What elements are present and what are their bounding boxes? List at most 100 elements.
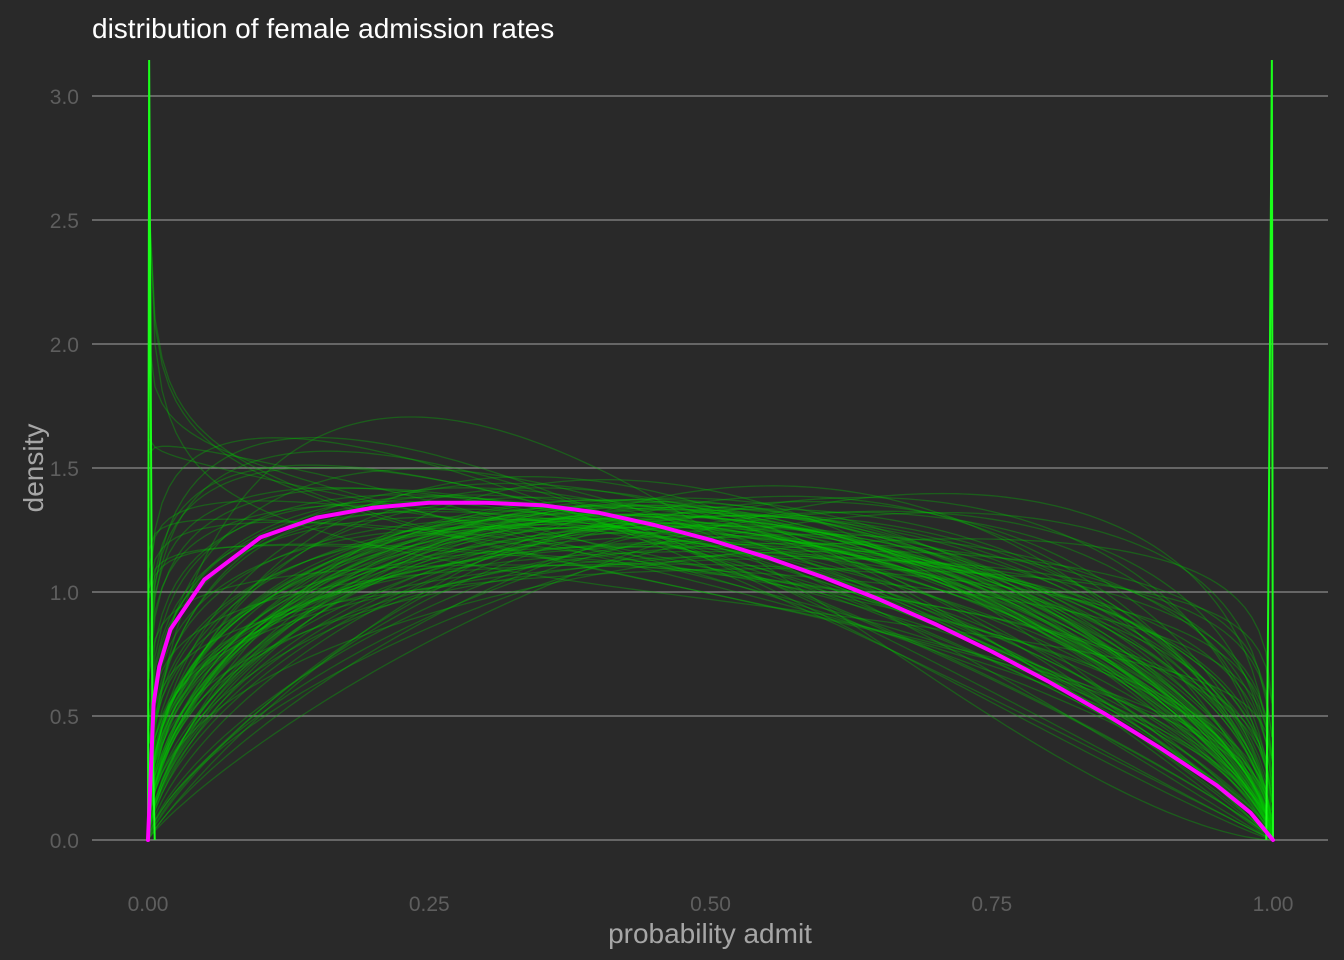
- posterior-draw-line: [148, 512, 1273, 830]
- posterior-draw-line: [148, 505, 1273, 836]
- posterior-draw-line: [148, 524, 1273, 821]
- posterior-draw-line: [148, 550, 1273, 799]
- posterior-draw-line: [148, 521, 1273, 821]
- posterior-draw-line: [148, 504, 1273, 835]
- chart-title: distribution of female admission rates: [92, 13, 554, 44]
- posterior-draw-line: [148, 513, 1273, 834]
- posterior-draw-line: [148, 510, 1273, 836]
- posterior-draw-line: [148, 445, 1273, 836]
- posterior-draw-line: [148, 495, 1273, 838]
- posterior-draw-line: [148, 504, 1273, 836]
- posterior-draw-line: [148, 487, 1273, 838]
- posterior-draw-line: [148, 512, 1273, 835]
- posterior-draw-line: [148, 517, 1273, 833]
- y-axis: 0.0 0.5 1.0 1.5 2.0 2.5 3.0: [50, 86, 79, 853]
- posterior-draw-line: [148, 506, 1273, 833]
- posterior-draw-line: [148, 544, 1273, 793]
- posterior-draw-line: [148, 542, 1273, 809]
- posterior-draw-line: [148, 555, 1273, 778]
- posterior-draw-line: [148, 542, 1273, 801]
- y-tick-label: 3.0: [50, 86, 79, 109]
- posterior-draw-line: [148, 526, 1273, 828]
- gridlines: [92, 95, 1328, 841]
- posterior-draw-line: [148, 504, 1273, 835]
- posterior-draw-line: [148, 545, 1273, 797]
- posterior-draw-line: [148, 524, 1273, 830]
- y-tick-label: 1.5: [50, 458, 79, 481]
- posterior-draw-line: [148, 508, 1273, 834]
- posterior-draw-line: [148, 522, 1273, 827]
- posterior-draw-line: [148, 482, 1273, 840]
- posterior-draw-line: [148, 522, 1273, 824]
- x-axis-title: probability admit: [608, 918, 812, 949]
- posterior-draw-line: [148, 499, 1273, 838]
- posterior-draw-line: [148, 522, 1273, 830]
- posterior-draw-line: [148, 518, 1273, 816]
- posterior-draw-line: [148, 517, 1273, 833]
- posterior-draw-line: [148, 416, 1272, 841]
- posterior-draw-line: [148, 532, 1273, 819]
- posterior-draw-line: [148, 487, 1273, 838]
- posterior-draw-line: [148, 550, 1273, 783]
- posterior-draw-line: [148, 526, 1273, 823]
- posterior-draw-line: [148, 526, 1273, 827]
- x-tick-label: 0.00: [128, 893, 169, 916]
- posterior-draw-line: [148, 514, 1273, 831]
- boundary-spike-left: [147, 59, 156, 841]
- posterior-draw-line: [148, 496, 1273, 838]
- mean-density-line: [146, 500, 1275, 842]
- posterior-draw-line: [148, 535, 1273, 812]
- posterior-draw-line: [148, 518, 1273, 831]
- posterior-draw-line: [148, 498, 1273, 837]
- posterior-draw-line: [148, 518, 1273, 832]
- posterior-draw-line: [148, 200, 1273, 820]
- posterior-draw-line: [148, 516, 1273, 830]
- posterior-draw-line: [148, 564, 1273, 762]
- boundary-spike-right: [1265, 59, 1274, 841]
- y-tick-label: 1.0: [50, 582, 79, 605]
- posterior-draw-line: [148, 514, 1273, 832]
- posterior-draw-line: [148, 546, 1273, 803]
- mean-layer: [146, 500, 1275, 842]
- posterior-draw-line: [148, 516, 1273, 833]
- posterior-draw-line: [148, 479, 1273, 840]
- posterior-draw-line: [148, 506, 1273, 836]
- posterior-draw-line: [148, 437, 1273, 841]
- posterior-draw-line: [148, 510, 1273, 835]
- y-tick-label: 0.0: [50, 830, 79, 853]
- posterior-draw-line: [148, 494, 1273, 838]
- posterior-draw-line: [148, 198, 1273, 760]
- posterior-draw-line: [148, 507, 1273, 835]
- posterior-draw-line: [148, 499, 1273, 837]
- x-tick-label: 0.25: [409, 893, 450, 916]
- y-tick-label: 0.5: [50, 706, 79, 729]
- posterior-draw-line: [148, 501, 1273, 836]
- posterior-draw-line: [148, 438, 1273, 831]
- x-axis: 0.00 0.25 0.50 0.75 1.00: [128, 893, 1294, 916]
- posterior-draw-line: [148, 466, 1273, 840]
- posterior-draw-line: [148, 209, 1273, 818]
- posterior-draw-line: [148, 500, 1273, 837]
- x-tick-label: 0.50: [690, 893, 731, 916]
- posterior-draw-line: [148, 450, 1273, 841]
- posterior-draw-line: [148, 538, 1273, 817]
- y-axis-title: density: [18, 424, 49, 513]
- posterior-draw-line: [148, 557, 1273, 777]
- posterior-draw-line: [148, 487, 1273, 840]
- posterior-draw-line: [148, 500, 1273, 837]
- x-tick-label: 1.00: [1253, 893, 1294, 916]
- posterior-draw-line: [148, 563, 1273, 757]
- posterior-draw-line: [148, 513, 1273, 833]
- posterior-draw-line: [148, 513, 1273, 832]
- posterior-draw-line: [148, 464, 1273, 840]
- posterior-draw-line: [148, 515, 1273, 829]
- x-tick-label: 0.75: [971, 893, 1012, 916]
- posterior-draw-line: [148, 492, 1273, 839]
- posterior-draw-line: [148, 525, 1273, 821]
- posterior-draw-line: [148, 500, 1273, 831]
- posterior-draw-line: [148, 525, 1273, 826]
- posterior-draw-line: [148, 508, 1273, 833]
- posterior-draw-line: [148, 468, 1273, 840]
